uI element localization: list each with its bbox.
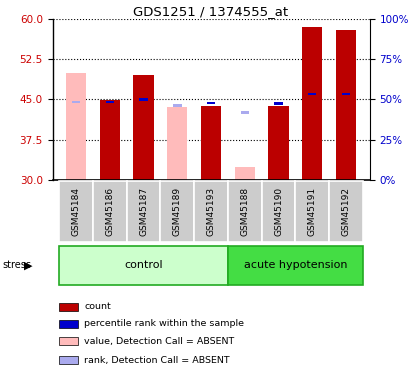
Bar [274,102,283,105]
Text: ▶: ▶ [24,260,33,270]
Text: value, Detection Call = ABSENT: value, Detection Call = ABSENT [84,337,234,346]
Bar [93,181,127,243]
Bar [336,30,356,180]
Text: count: count [84,302,111,311]
Text: GSM45192: GSM45192 [341,188,350,236]
Bar [295,181,329,243]
Bar [302,27,323,180]
Bar [207,102,215,105]
Text: rank, Detection Call = ABSENT: rank, Detection Call = ABSENT [84,356,230,365]
Bar [59,246,228,285]
Text: GSM45187: GSM45187 [139,188,148,237]
Bar [228,246,363,285]
Bar [59,320,78,328]
Text: GSM45191: GSM45191 [308,188,317,237]
Bar [329,181,363,243]
Text: control: control [124,260,163,270]
Bar [100,100,120,180]
Bar [268,106,289,180]
Bar [194,181,228,243]
Bar [139,98,148,101]
Bar [262,181,295,243]
Text: GSM45189: GSM45189 [173,188,182,237]
Bar [106,101,114,104]
Text: GSM45193: GSM45193 [207,188,215,237]
Bar [167,107,187,180]
Text: stress: stress [2,260,31,270]
Bar [59,181,93,243]
Bar [72,101,80,104]
Text: GSM45190: GSM45190 [274,188,283,237]
Bar [235,166,255,180]
Bar [241,111,249,114]
Bar [173,105,181,107]
Text: GSM45184: GSM45184 [72,188,81,236]
Text: acute hypotension: acute hypotension [244,260,347,270]
Bar [201,106,221,180]
Bar [59,303,78,310]
Title: GDS1251 / 1374555_at: GDS1251 / 1374555_at [134,4,289,18]
Text: GSM45188: GSM45188 [240,188,249,237]
Bar [59,338,78,345]
Bar [127,181,160,243]
Bar [134,75,154,180]
Bar [59,356,78,364]
Bar [66,72,86,180]
Bar [160,181,194,243]
Text: GSM45186: GSM45186 [105,188,114,237]
Bar [308,93,316,95]
Bar [228,181,262,243]
Bar [342,93,350,95]
Text: percentile rank within the sample: percentile rank within the sample [84,320,244,328]
